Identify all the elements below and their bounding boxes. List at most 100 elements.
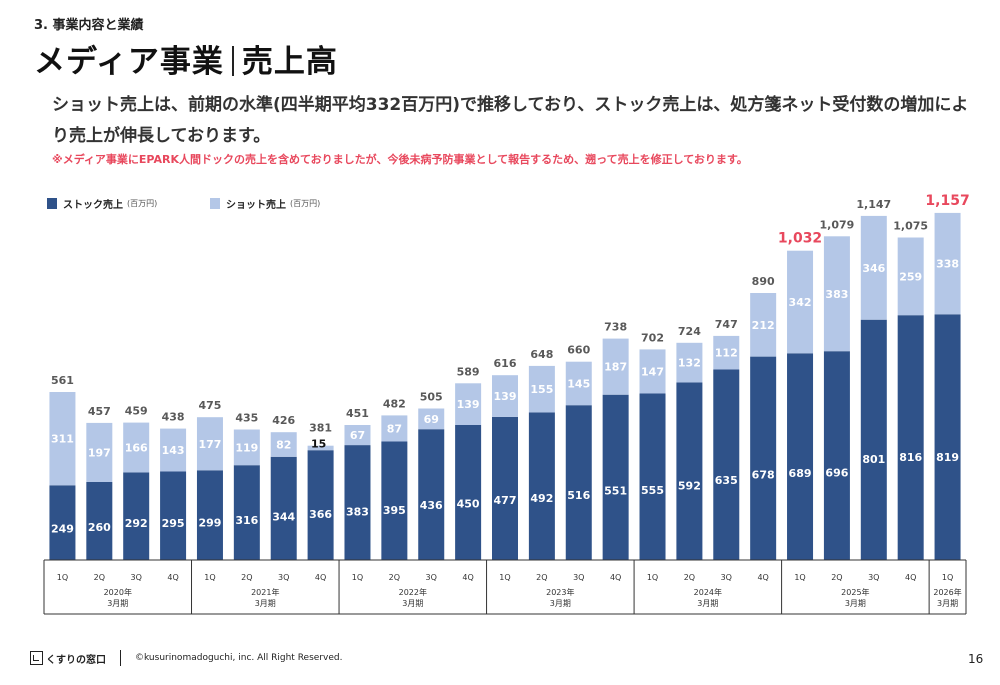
- stock-value-label: 292: [125, 517, 148, 530]
- shot-bar: [233, 429, 260, 466]
- shot-value-label: 67: [350, 429, 365, 442]
- shot-value-label: 139: [494, 390, 517, 403]
- stock-bar: [418, 429, 445, 560]
- quarter-label: 4Q: [462, 573, 473, 582]
- shot-value-label: 311: [51, 433, 74, 446]
- shot-value-label: 132: [678, 357, 701, 370]
- total-label: 475: [198, 399, 221, 412]
- stock-bar: [750, 356, 777, 560]
- stock-value-label: 383: [346, 506, 369, 519]
- shot-bar: [49, 392, 76, 486]
- quarter-label: 3Q: [721, 573, 732, 582]
- total-label: 747: [715, 318, 738, 331]
- stock-bar: [270, 456, 297, 560]
- title-left: メディア事業: [34, 44, 224, 80]
- stock-bar: [381, 441, 408, 560]
- stock-value-label: 299: [198, 516, 221, 529]
- total-label: 457: [88, 405, 111, 418]
- quarter-label: 1Q: [499, 573, 510, 582]
- logo-icon: [30, 651, 43, 665]
- shot-value-label: 147: [641, 365, 664, 378]
- description: ショット売上は、前期の水準(四半期平均332百万円)で推移しており、ストック売上…: [52, 95, 969, 146]
- quarter-label: 1Q: [352, 573, 363, 582]
- shot-bar: [897, 237, 924, 316]
- quarter-label: 1Q: [794, 573, 805, 582]
- quarter-label: 1Q: [942, 573, 953, 582]
- stock-value-label: 295: [162, 517, 185, 530]
- legend-shot-swatch: [210, 198, 220, 209]
- total-label: 426: [272, 414, 295, 427]
- fiscal-year-label: 2026年: [933, 587, 961, 597]
- shot-value-label: 119: [235, 441, 258, 454]
- page-number: 16: [968, 652, 984, 666]
- total-label: 589: [457, 365, 480, 378]
- fiscal-year-label: 2022年: [399, 587, 427, 597]
- legend-shot: ショット売上 (百万円): [210, 196, 320, 211]
- quarter-label: 4Q: [757, 573, 768, 582]
- title-right: 売上高: [241, 44, 338, 80]
- stock-bar: [602, 394, 629, 560]
- stock-bar: [49, 485, 76, 560]
- shot-bar: [307, 445, 334, 451]
- stock-value-label: 477: [494, 494, 517, 507]
- legend-shot-unit: (百万円): [290, 199, 321, 208]
- total-label: 1,075: [893, 220, 928, 233]
- total-label: 702: [641, 331, 664, 344]
- shot-bar: [750, 293, 777, 357]
- quarter-label: 2Q: [241, 573, 252, 582]
- stock-value-label: 366: [309, 508, 332, 521]
- stock-bar: [713, 369, 740, 560]
- total-label: 451: [346, 407, 369, 420]
- shot-value-label: 383: [825, 288, 848, 301]
- quarter-label: 3Q: [278, 573, 289, 582]
- quarter-label: 2Q: [536, 573, 547, 582]
- stock-bar: [860, 319, 887, 560]
- total-label: 648: [530, 348, 553, 361]
- quarter-label: 4Q: [905, 573, 916, 582]
- company-logo: くすりの窓口: [30, 651, 106, 666]
- shot-value-label: 342: [789, 296, 812, 309]
- shot-bar: [123, 422, 150, 473]
- total-label: 1,147: [856, 198, 891, 211]
- stock-bar: [455, 425, 482, 560]
- stock-bar: [823, 351, 850, 560]
- stock-value-label: 689: [789, 467, 812, 480]
- quarter-label: 3Q: [573, 573, 584, 582]
- total-label: 724: [678, 325, 701, 338]
- shot-bar: [676, 342, 703, 383]
- stock-value-label: 344: [272, 511, 295, 524]
- quarter-label: 1Q: [57, 573, 68, 582]
- total-label: 738: [604, 321, 627, 334]
- stock-value-label: 819: [936, 451, 959, 464]
- total-label: 1,079: [820, 218, 855, 231]
- stock-bar: [639, 393, 666, 560]
- shot-bar: [860, 215, 887, 320]
- shot-value-label: 112: [715, 347, 738, 360]
- shot-bar: [86, 422, 113, 482]
- shot-value-label: 346: [862, 262, 885, 275]
- stock-value-label: 395: [383, 504, 406, 517]
- shot-value-label: 143: [162, 444, 185, 457]
- quarter-label: 4Q: [315, 573, 326, 582]
- stock-bar: [160, 471, 187, 560]
- shot-value-label: 212: [752, 319, 775, 332]
- fiscal-year-label: 2021年: [251, 587, 279, 597]
- shot-value-label: 338: [936, 258, 959, 271]
- total-label: 459: [125, 405, 148, 418]
- shot-bar: [270, 432, 297, 457]
- total-label: 482: [383, 397, 406, 410]
- shot-value-label: 259: [899, 270, 922, 283]
- stock-value-label: 516: [567, 489, 590, 502]
- shot-bar: [565, 361, 592, 406]
- stock-bar: [934, 314, 961, 560]
- fiscal-period-label: 3月期: [255, 599, 276, 608]
- total-label: 561: [51, 374, 74, 387]
- stock-bar: [233, 465, 260, 560]
- stock-value-label: 492: [530, 492, 553, 505]
- title-divider: [231, 46, 234, 76]
- total-label: 1,157: [925, 193, 969, 209]
- fiscal-year-label: 2024年: [694, 587, 722, 597]
- shot-bar: [418, 408, 445, 430]
- stock-value-label: 260: [88, 521, 111, 534]
- stock-value-label: 316: [235, 514, 258, 527]
